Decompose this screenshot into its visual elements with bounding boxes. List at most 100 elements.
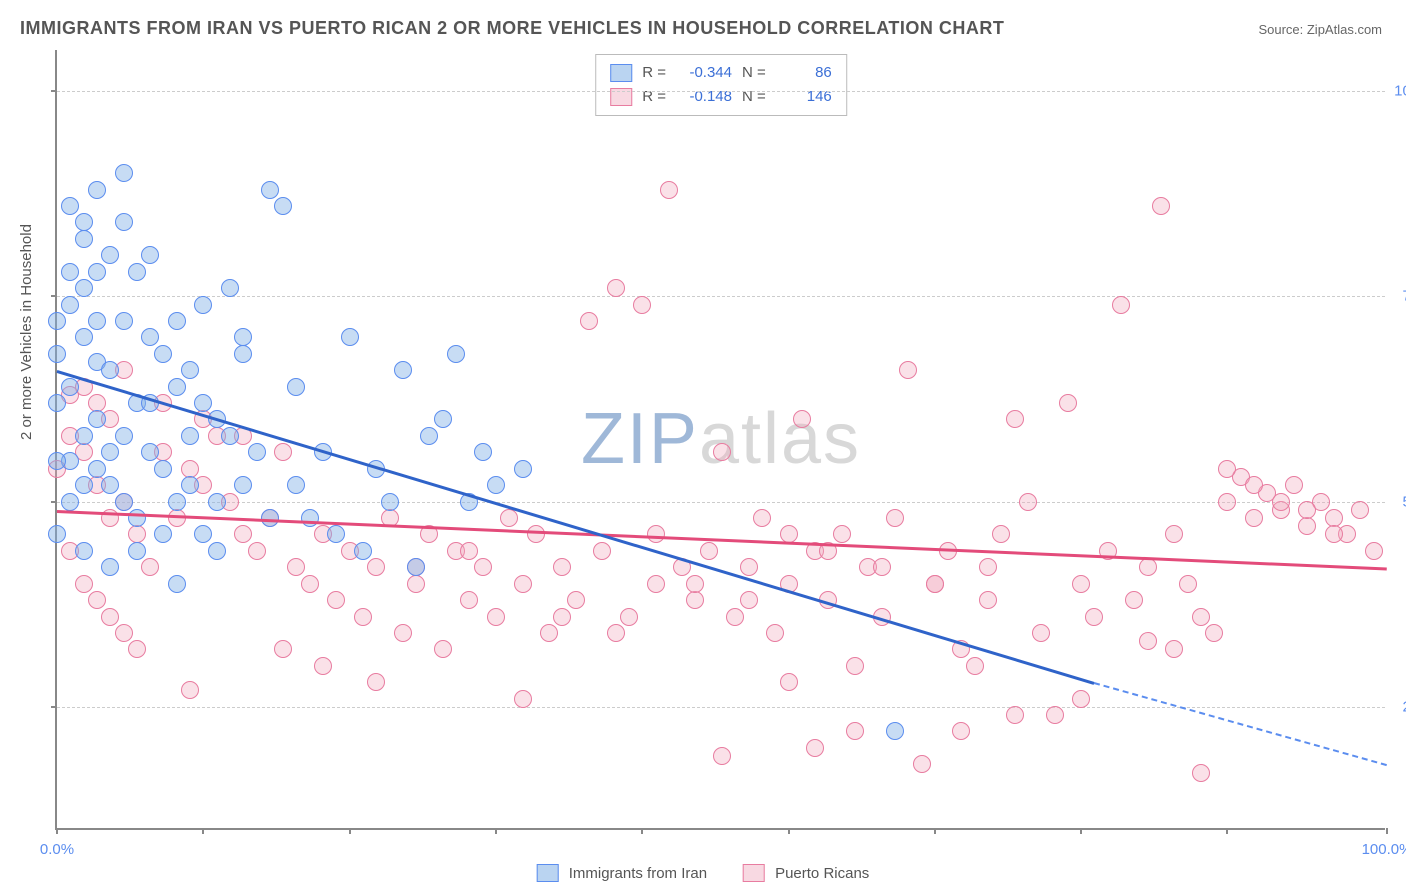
scatter-point bbox=[61, 197, 79, 215]
legend-label-blue: Immigrants from Iran bbox=[569, 865, 707, 882]
scatter-point bbox=[115, 624, 133, 642]
scatter-point bbox=[75, 279, 93, 297]
scatter-point bbox=[181, 460, 199, 478]
scatter-point bbox=[381, 493, 399, 511]
stats-row-blue: R = -0.344 N = 86 bbox=[610, 61, 832, 85]
scatter-point bbox=[75, 427, 93, 445]
scatter-point bbox=[181, 681, 199, 699]
scatter-point bbox=[660, 181, 678, 199]
scatter-point bbox=[1298, 517, 1316, 535]
scatter-point bbox=[128, 640, 146, 658]
xtick-mark bbox=[1226, 828, 1228, 834]
scatter-point bbox=[341, 328, 359, 346]
scatter-point bbox=[88, 591, 106, 609]
scatter-point bbox=[447, 345, 465, 363]
scatter-point bbox=[1218, 493, 1236, 511]
scatter-point bbox=[115, 427, 133, 445]
scatter-point bbox=[607, 279, 625, 297]
regression-line bbox=[1094, 682, 1387, 766]
scatter-point bbox=[434, 640, 452, 658]
scatter-point bbox=[208, 493, 226, 511]
scatter-point bbox=[61, 378, 79, 396]
scatter-point bbox=[500, 509, 518, 527]
scatter-point bbox=[1046, 706, 1064, 724]
scatter-point bbox=[234, 476, 252, 494]
scatter-point bbox=[181, 361, 199, 379]
ytick-label: 50.0% bbox=[1402, 493, 1406, 510]
xtick-mark bbox=[202, 828, 204, 834]
scatter-point bbox=[128, 509, 146, 527]
bottom-legend: Immigrants from Iran Puerto Ricans bbox=[537, 864, 870, 882]
scatter-point bbox=[1152, 197, 1170, 215]
legend-swatch-blue-icon bbox=[537, 864, 559, 882]
scatter-point bbox=[1205, 624, 1223, 642]
scatter-point bbox=[261, 181, 279, 199]
scatter-point bbox=[248, 443, 266, 461]
scatter-point bbox=[194, 296, 212, 314]
scatter-point bbox=[686, 575, 704, 593]
scatter-point bbox=[248, 542, 266, 560]
scatter-point bbox=[952, 722, 970, 740]
scatter-point bbox=[101, 608, 119, 626]
regression-line bbox=[57, 370, 1095, 684]
scatter-point bbox=[115, 164, 133, 182]
scatter-point bbox=[394, 624, 412, 642]
scatter-point bbox=[553, 558, 571, 576]
scatter-point bbox=[154, 345, 172, 363]
scatter-point bbox=[75, 230, 93, 248]
scatter-point bbox=[979, 558, 997, 576]
xtick-mark bbox=[934, 828, 936, 834]
scatter-point bbox=[75, 575, 93, 593]
scatter-point bbox=[846, 657, 864, 675]
scatter-point bbox=[88, 394, 106, 412]
scatter-point bbox=[101, 476, 119, 494]
scatter-point bbox=[1272, 493, 1290, 511]
xtick-mark bbox=[349, 828, 351, 834]
scatter-point bbox=[873, 558, 891, 576]
plot-area: ZIPatlas R = -0.344 N = 86 R = -0.148 N … bbox=[55, 50, 1385, 830]
scatter-point bbox=[713, 747, 731, 765]
scatter-point bbox=[48, 525, 66, 543]
scatter-point bbox=[168, 493, 186, 511]
scatter-point bbox=[1139, 632, 1157, 650]
scatter-point bbox=[394, 361, 412, 379]
scatter-point bbox=[979, 591, 997, 609]
scatter-point bbox=[926, 575, 944, 593]
legend-item-blue: Immigrants from Iran bbox=[537, 864, 707, 882]
xtick-mark bbox=[641, 828, 643, 834]
ytick-label: 100.0% bbox=[1394, 83, 1406, 100]
scatter-point bbox=[700, 542, 718, 560]
stat-n-label: N = bbox=[742, 61, 766, 85]
scatter-point bbox=[846, 722, 864, 740]
scatter-point bbox=[686, 591, 704, 609]
y-axis-label: 2 or more Vehicles in Household bbox=[18, 224, 35, 440]
scatter-point bbox=[1006, 706, 1024, 724]
stat-r-label: R = bbox=[642, 61, 666, 85]
scatter-point bbox=[314, 657, 332, 675]
scatter-point bbox=[168, 509, 186, 527]
stat-r-label2: R = bbox=[642, 85, 666, 109]
scatter-point bbox=[740, 591, 758, 609]
scatter-point bbox=[1245, 509, 1263, 527]
scatter-point bbox=[168, 378, 186, 396]
ytick-mark bbox=[51, 706, 57, 708]
scatter-point bbox=[1218, 460, 1236, 478]
scatter-point bbox=[1059, 394, 1077, 412]
scatter-point bbox=[886, 509, 904, 527]
scatter-point bbox=[833, 525, 851, 543]
ytick-mark bbox=[51, 501, 57, 503]
scatter-point bbox=[274, 443, 292, 461]
scatter-point bbox=[101, 443, 119, 461]
xtick-mark bbox=[495, 828, 497, 834]
scatter-point bbox=[1112, 296, 1130, 314]
scatter-point bbox=[647, 525, 665, 543]
scatter-point bbox=[354, 608, 372, 626]
swatch-blue-icon bbox=[610, 64, 632, 82]
ytick-mark bbox=[51, 90, 57, 92]
scatter-point bbox=[327, 525, 345, 543]
scatter-point bbox=[287, 558, 305, 576]
scatter-point bbox=[234, 525, 252, 543]
scatter-point bbox=[327, 591, 345, 609]
scatter-point bbox=[168, 312, 186, 330]
chart-title: IMMIGRANTS FROM IRAN VS PUERTO RICAN 2 O… bbox=[20, 18, 1004, 39]
